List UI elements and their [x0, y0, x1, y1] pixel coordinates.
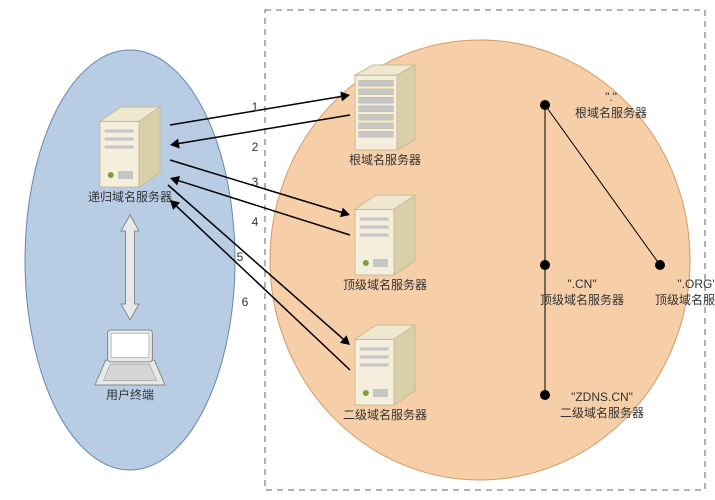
recursive_server-icon [100, 107, 160, 187]
tree-label-org: ".ORG"顶级域名服务器 [655, 277, 715, 308]
tree-node-zdns [540, 390, 550, 400]
arrow-number-3: 3 [252, 175, 259, 191]
sld_server-icon [355, 325, 415, 405]
arrow-number-4: 4 [252, 215, 259, 231]
text-label: 用户终端 [106, 388, 154, 404]
tree-label-zdns: "ZDNS.CN"二级域名服务器 [560, 390, 644, 421]
tree-node-cn [540, 260, 550, 270]
arrow-number-6: 6 [242, 295, 249, 311]
text-label: 二级域名服务器 [343, 408, 427, 424]
tree-node-org [655, 260, 665, 270]
tree-label-cn: ".CN"顶级域名服务器 [540, 277, 624, 308]
text-label: 根域名服务器 [349, 153, 421, 169]
text-label: 顶级域名服务器 [343, 278, 427, 294]
text-label: 递归域名服务器 [88, 190, 172, 206]
tree-node-root [540, 100, 550, 110]
arrow-number-2: 2 [252, 140, 259, 156]
tld_server-icon [355, 195, 415, 275]
root_server-icon [355, 65, 415, 150]
tree-label-root: "."根域名服务器 [575, 90, 647, 121]
arrow-number-5: 5 [237, 250, 244, 266]
arrow-number-1: 1 [252, 100, 259, 116]
